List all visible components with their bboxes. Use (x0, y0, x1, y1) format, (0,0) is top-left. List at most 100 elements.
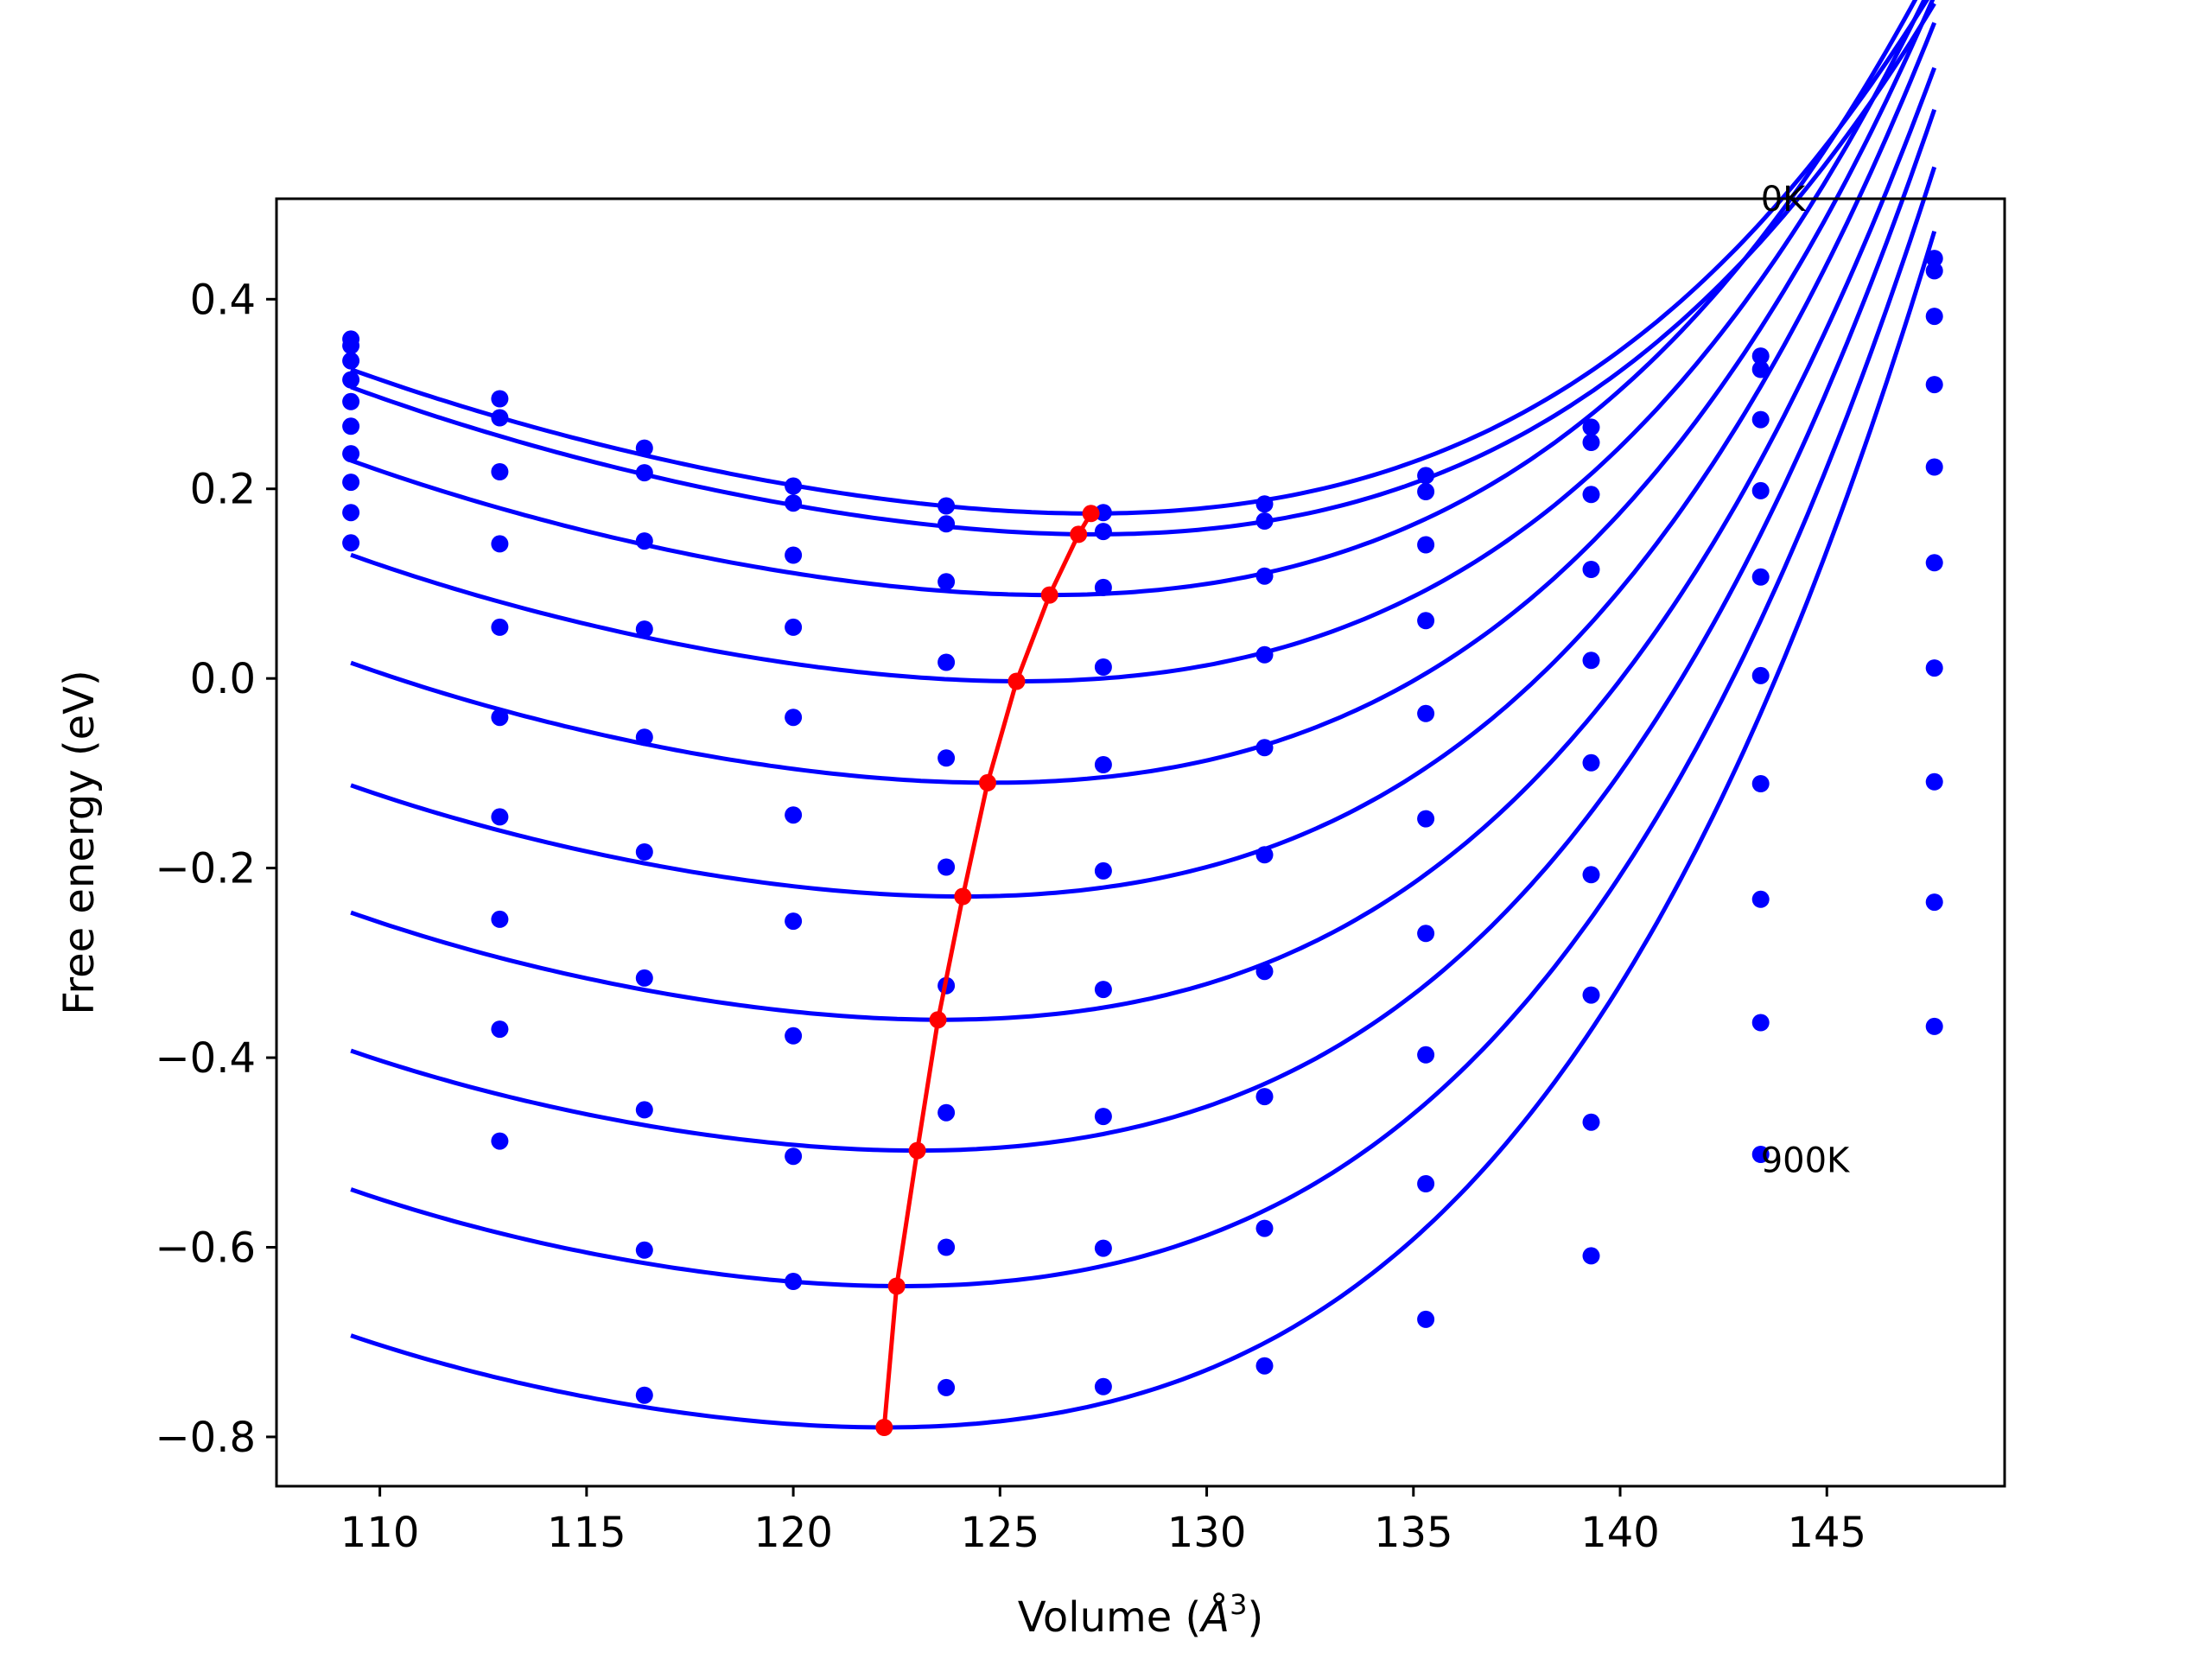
equilibrium-point (875, 1419, 893, 1436)
data-point (785, 546, 803, 564)
data-point (1751, 347, 1770, 365)
data-point (1417, 1046, 1435, 1064)
data-point (1925, 893, 1943, 912)
data-point (491, 535, 509, 553)
data-point (342, 371, 360, 389)
data-point (1255, 1357, 1274, 1375)
data-point (1751, 1014, 1770, 1032)
data-point (938, 573, 956, 591)
data-point (938, 749, 956, 767)
x-axis-label-prefix: Volume ( (1018, 1593, 1202, 1642)
data-point (1751, 890, 1770, 908)
data-point (1417, 810, 1435, 828)
data-point (1582, 866, 1600, 884)
data-point (1751, 568, 1770, 586)
fit-curve-3 (350, 0, 1927, 683)
x-axis-label: Volume (Å3) (1018, 1588, 1263, 1642)
fit-curve-5 (350, 22, 1937, 899)
x-tick-label: 125 (961, 1509, 1040, 1557)
x-tick-label: 130 (1167, 1509, 1247, 1557)
data-point (491, 709, 509, 727)
data-point (635, 1101, 653, 1119)
data-point (1582, 652, 1600, 670)
equilibrium-point (1007, 672, 1026, 690)
data-point (1255, 963, 1274, 981)
data-point (1255, 567, 1274, 585)
data-point (1582, 753, 1600, 772)
data-point (1751, 481, 1770, 499)
data-point (1751, 1146, 1770, 1163)
data-point (491, 1020, 509, 1039)
data-point (1925, 554, 1943, 572)
data-point (785, 477, 803, 495)
data-point (785, 1027, 803, 1045)
data-point (1751, 666, 1770, 684)
data-point (785, 709, 803, 727)
data-point (1582, 1247, 1600, 1265)
data-point (491, 1132, 509, 1150)
data-point (785, 806, 803, 824)
y-axis-label: Free energy (eV) (55, 670, 104, 1014)
data-point (1582, 434, 1600, 451)
equilibrium-point (1040, 586, 1058, 604)
data-point (1255, 645, 1274, 664)
data-point (491, 390, 509, 408)
y-tick-label: −0.2 (155, 845, 256, 893)
data-point (1255, 1088, 1274, 1106)
data-point (1582, 986, 1600, 1004)
annotations: 0K 900K (1761, 180, 1851, 1181)
data-point (1094, 504, 1112, 522)
x-ticks: 110 115 120 125 130 135 140 145 (340, 1486, 1866, 1557)
data-point (1417, 1310, 1435, 1328)
data-point (635, 1241, 653, 1259)
equilibrium-point (1070, 525, 1088, 543)
data-point (1925, 1017, 1943, 1035)
data-point (938, 1103, 956, 1122)
data-point (1417, 704, 1435, 722)
data-point (342, 337, 360, 355)
data-point (938, 1378, 956, 1396)
equilibrium-line (875, 505, 1100, 1436)
data-point (342, 352, 360, 370)
data-point (1751, 360, 1770, 378)
equilibrium-point (1082, 505, 1100, 523)
equilibrium-point (929, 1011, 947, 1029)
data-point (635, 532, 653, 550)
data-point (1417, 925, 1435, 943)
x-tick-label: 135 (1374, 1509, 1453, 1557)
data-point (938, 653, 956, 671)
equilibrium-path (881, 512, 1093, 1428)
data-point (635, 969, 653, 987)
data-point (1751, 410, 1770, 429)
data-point (1094, 1377, 1112, 1395)
data-point (785, 618, 803, 636)
y-ticks: −0.8 −0.6 −0.4 −0.2 0.0 0.2 0.4 (155, 276, 276, 1462)
data-point (1582, 1113, 1600, 1131)
data-point (1094, 861, 1112, 880)
data-point (342, 474, 360, 492)
x-axis-label-suffix: ) (1247, 1593, 1263, 1642)
data-point (1751, 775, 1770, 792)
x-tick-label: 110 (340, 1509, 420, 1557)
data-point (1255, 512, 1274, 530)
data-point (1925, 250, 1943, 268)
data-point (635, 439, 653, 457)
equilibrium-point (954, 887, 972, 906)
data-point (635, 1386, 653, 1404)
data-point (1255, 495, 1274, 513)
fit-curves (350, 0, 1937, 1430)
data-point (491, 409, 509, 427)
fit-curve-0 (350, 0, 1929, 516)
y-tick-label: −0.6 (155, 1224, 256, 1273)
data-point (635, 843, 653, 861)
data-point (342, 445, 360, 463)
plot-area (342, 0, 1943, 1436)
data-point (938, 515, 956, 533)
x-axis-label-exponent: 3 (1230, 1588, 1247, 1621)
fit-curve-8 (350, 166, 1937, 1288)
data-point (491, 463, 509, 480)
y-tick-label: 0.2 (190, 466, 256, 514)
x-tick-label: 120 (753, 1509, 833, 1557)
